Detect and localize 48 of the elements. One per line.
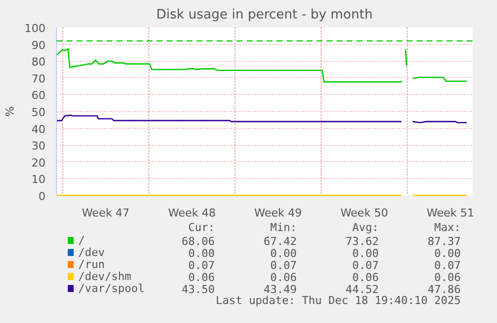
text: Min: [270, 221, 297, 234]
text: 0.06 [352, 271, 379, 284]
text: 0.07 [352, 259, 379, 272]
text: 0.06 [188, 271, 215, 284]
text: 0.07 [270, 259, 297, 272]
legend-label: /dev [78, 246, 106, 259]
text: Last update: Thu Dec 18 19:40:10 2025 [216, 294, 461, 307]
legend-label: / [78, 234, 85, 247]
y-axis-title: % [4, 106, 17, 117]
text: 0.00 [352, 247, 379, 260]
chart-title: Disk usage in percent - by month [156, 8, 373, 22]
x-tick-label: Week 48 [168, 206, 216, 220]
y-tick-label: 90 [32, 38, 46, 52]
x-tick-label: Week 47 [82, 206, 130, 220]
text: 67.42 [264, 235, 297, 248]
text: 73.62 [346, 235, 379, 248]
text: 87.37 [428, 235, 461, 248]
x-tick-label: Week 51 [426, 206, 474, 220]
y-tick-label: 30 [32, 140, 46, 153]
text: 0.00 [270, 247, 297, 260]
text: Max: [434, 221, 461, 234]
text: 0.00 [188, 247, 215, 260]
y-tick-label: 100 [24, 22, 46, 35]
legend-label: /dev/shm [78, 270, 132, 283]
text: 47.86 [428, 283, 461, 296]
text: 43.50 [182, 283, 215, 296]
y-tick-label: 50 [32, 106, 46, 119]
legend-label: /run [78, 258, 105, 271]
legend-label: /var/spool [78, 282, 144, 295]
text: 68.06 [182, 235, 215, 248]
text: 0.06 [434, 271, 461, 284]
x-tick-label: Week 49 [254, 206, 302, 220]
text: Avg: [352, 221, 379, 234]
text: 0.00 [434, 247, 461, 260]
y-tick-label: 80 [32, 56, 46, 69]
y-tick-label: 20 [32, 156, 46, 170]
y-tick-label: 40 [32, 122, 46, 136]
text: 44.52 [346, 283, 379, 296]
y-tick-label: 60 [32, 89, 46, 102]
text: 0.06 [270, 271, 297, 284]
y-tick-label: 70 [32, 72, 46, 86]
y-tick-label: 0 [38, 190, 46, 203]
text: 0.07 [188, 259, 215, 272]
text: 0.07 [434, 259, 461, 272]
text: Cur: [188, 221, 215, 234]
y-tick-label: 10 [32, 173, 46, 186]
x-tick-label: Week 50 [340, 206, 388, 220]
text: 43.49 [264, 283, 297, 296]
